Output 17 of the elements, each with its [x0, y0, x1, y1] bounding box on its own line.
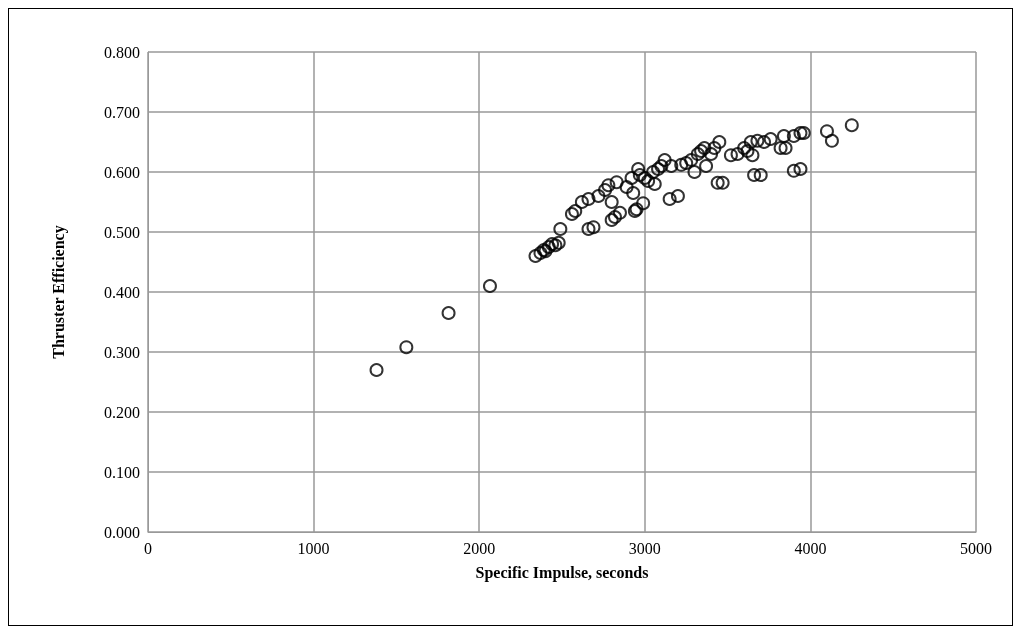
x-tick-label: 1000 — [297, 539, 330, 557]
y-tick-label: 0.200 — [104, 403, 140, 421]
y-tick-label: 0.400 — [104, 283, 140, 301]
y-tick-label: 0.500 — [104, 223, 140, 241]
x-tick-label: 3000 — [628, 539, 661, 557]
x-tick-label: 0 — [144, 539, 152, 557]
y-tick-label: 0.000 — [104, 523, 140, 541]
x-tick-label: 5000 — [960, 539, 992, 557]
x-axis-title: Specific Impulse, seconds — [475, 563, 649, 582]
y-tick-label: 0.700 — [104, 103, 140, 121]
y-tick-label: 0.600 — [104, 163, 140, 181]
y-tick-label: 0.300 — [104, 343, 140, 361]
x-tick-label: 2000 — [463, 539, 496, 557]
y-tick-label: 0.800 — [104, 43, 140, 61]
y-axis-title: Thruster Efficiency — [49, 225, 68, 359]
y-tick-label: 0.100 — [104, 463, 140, 481]
x-tick-label: 4000 — [794, 539, 827, 557]
